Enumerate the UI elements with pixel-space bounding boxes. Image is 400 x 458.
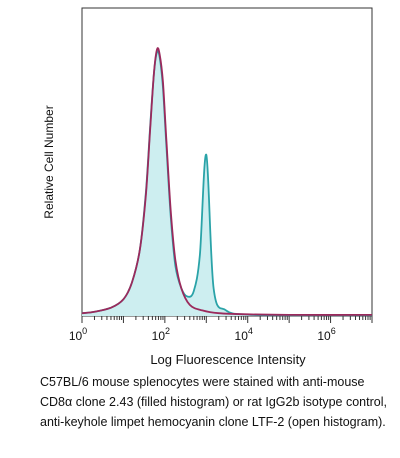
figure-caption: C57BL/6 mouse splenocytes were stained w… xyxy=(40,375,387,429)
x-tick-labels: 100 102 104 106 xyxy=(69,326,336,343)
filled-histogram-area xyxy=(82,50,372,317)
histogram-chart: 100 102 104 106 Relative Cell Number Log Fl… xyxy=(42,7,373,367)
x-ticks xyxy=(81,316,373,323)
x-axis-label: Log Fluorescence Intensity xyxy=(150,352,306,367)
y-axis-label: Relative Cell Number xyxy=(42,105,56,218)
plot-frame xyxy=(81,7,373,317)
x-tick-label: 104 xyxy=(235,326,253,343)
series-group xyxy=(81,47,373,317)
open-histogram-line xyxy=(81,47,373,316)
x-tick-label: 102 xyxy=(152,326,170,343)
x-tick-label: 100 xyxy=(69,326,87,343)
x-tick-label: 106 xyxy=(317,326,335,343)
filled-histogram-line xyxy=(81,50,373,317)
